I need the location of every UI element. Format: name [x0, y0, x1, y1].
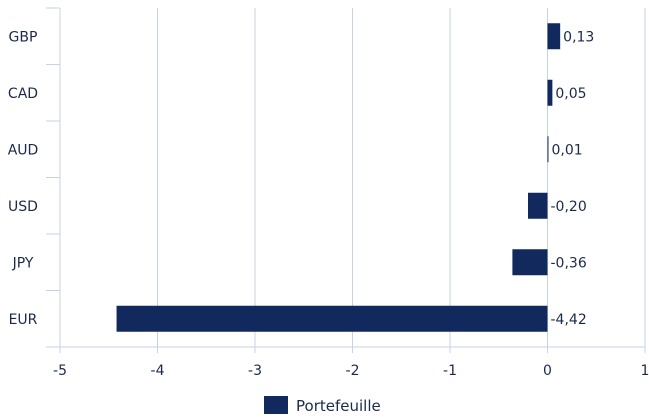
data-label: -0,20: [551, 199, 587, 215]
bar-jpy: [512, 249, 548, 276]
data-label: -0,36: [551, 255, 587, 271]
y-axis-labels: GBP CAD AUD USD JPY EUR: [8, 29, 39, 328]
category-label: USD: [8, 199, 38, 215]
data-label: 0,05: [555, 86, 586, 102]
category-ticks: [46, 7, 60, 348]
category-label: AUD: [8, 142, 39, 158]
legend-swatch: [264, 396, 288, 414]
category-label: JPY: [12, 255, 34, 271]
data-label: 0,01: [551, 142, 582, 158]
x-tick-label: -1: [443, 363, 457, 379]
gridlines: [59, 8, 646, 347]
x-tick-label: 1: [641, 363, 649, 379]
bar-aud: [547, 136, 549, 163]
x-tick-label: -2: [346, 363, 360, 379]
x-tick-label: -5: [53, 363, 67, 379]
bars: [116, 23, 561, 332]
bar-gbp: [547, 23, 561, 50]
data-labels: 0,13 0,05 0,01 -0,20 -0,36 -4,42: [551, 29, 595, 328]
x-axis: -5 -4 -3 -2 -1 0 1: [46, 346, 649, 379]
bar-usd: [528, 192, 548, 219]
x-tick-label: -4: [151, 363, 165, 379]
category-label: EUR: [9, 312, 38, 328]
legend-label: Portefeuille: [296, 397, 381, 415]
category-label: CAD: [8, 86, 38, 102]
x-tick-label: -3: [248, 363, 262, 379]
data-label: 0,13: [563, 29, 594, 45]
category-label: GBP: [9, 29, 38, 45]
legend: Portefeuille: [264, 396, 381, 415]
x-tick-label: 0: [543, 363, 552, 379]
data-label: -4,42: [551, 312, 587, 328]
bar-cad: [547, 79, 553, 106]
bar-eur: [116, 305, 548, 332]
